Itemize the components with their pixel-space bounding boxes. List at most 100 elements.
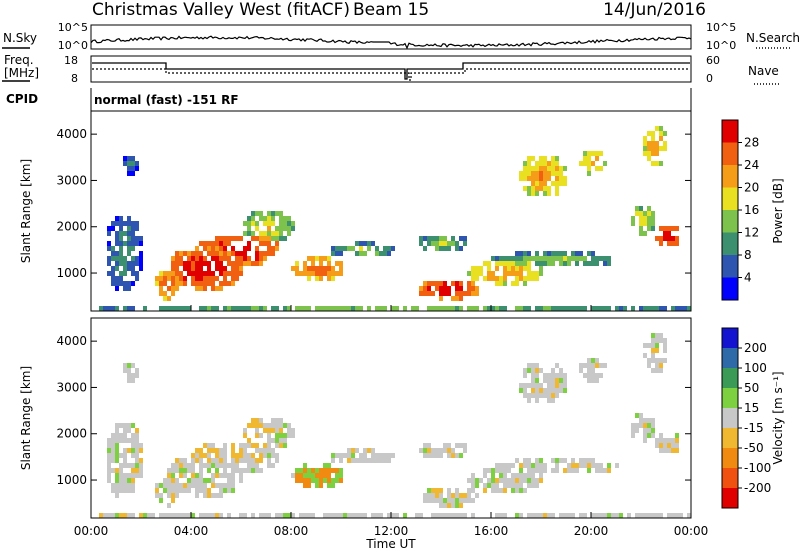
heatmap-cell: [659, 513, 663, 518]
heatmap-cell: [207, 246, 211, 251]
heatmap-cell: [423, 453, 427, 458]
heatmap-cell: [427, 448, 431, 453]
heatmap-cell: [595, 256, 599, 261]
heatmap-cell: [527, 478, 531, 483]
heatmap-cell: [451, 498, 455, 503]
heatmap-cell: [255, 418, 259, 423]
heatmap-cell: [423, 443, 427, 448]
heatmap-cell: [367, 448, 371, 453]
heatmap-cell: [159, 281, 163, 286]
heatmap-cell: [643, 418, 647, 423]
heatmap-cell: [367, 458, 371, 463]
heatmap-cell: [131, 438, 135, 443]
heatmap-cell: [139, 236, 143, 241]
heatmap-cell: [659, 438, 663, 443]
heatmap-cell: [419, 513, 423, 518]
heatmap-cell: [187, 483, 191, 488]
heatmap-cell: [115, 236, 119, 241]
heatmap-cell: [123, 156, 127, 161]
heatmap-cell: [363, 241, 367, 246]
heatmap-cell: [295, 261, 299, 266]
heatmap-cell: [247, 306, 251, 311]
heatmap-cell: [127, 281, 131, 286]
heatmap-cell: [287, 306, 291, 311]
heatmap-cell: [467, 286, 471, 291]
heatmap-cell: [127, 463, 131, 468]
heatmap-cell: [527, 186, 531, 191]
heatmap-cell: [419, 286, 423, 291]
heatmap-cell: [659, 126, 663, 131]
heatmap-cell: [527, 276, 531, 281]
heatmap-cell: [535, 256, 539, 261]
heatmap-cell: [163, 291, 167, 296]
heatmap-cell: [171, 473, 175, 478]
heatmap-cell: [131, 478, 135, 483]
heatmap-cell: [155, 276, 159, 281]
colorbar-segment: [722, 232, 738, 255]
heatmap-cell: [591, 463, 595, 468]
heatmap-cell: [487, 468, 491, 473]
heatmap-cell: [207, 458, 211, 463]
heatmap-cell: [347, 448, 351, 453]
heatmap-cell: [435, 241, 439, 246]
heatmap-cell: [219, 453, 223, 458]
heatmap-cell: [531, 468, 535, 473]
heatmap-cell: [215, 246, 219, 251]
heatmap-cell: [203, 256, 207, 261]
heatmap-cell: [395, 306, 399, 311]
heatmap-cell: [111, 266, 115, 271]
heatmap-cell: [267, 443, 271, 448]
heatmap-cell: [123, 513, 127, 518]
heatmap-cell: [431, 281, 435, 286]
heatmap-cell: [439, 498, 443, 503]
heatmap-cell: [451, 513, 455, 518]
heatmap-cell: [187, 271, 191, 276]
heatmap-cell: [647, 221, 651, 226]
heatmap-cell: [547, 398, 551, 403]
heatmap-cell: [223, 281, 227, 286]
heatmap-cell: [599, 256, 603, 261]
heatmap-cell: [651, 433, 655, 438]
heatmap-cell: [675, 433, 679, 438]
heatmap-cell: [179, 513, 183, 518]
heatmap-cell: [291, 428, 295, 433]
heatmap-cell: [543, 373, 547, 378]
heatmap-cell: [671, 306, 675, 311]
heatmap-cell: [431, 306, 435, 311]
heatmap-cell: [123, 161, 127, 166]
heatmap-cell: [603, 256, 607, 261]
heatmap-cell: [283, 306, 287, 311]
heatmap-cell: [439, 306, 443, 311]
heatmap-cell: [219, 251, 223, 256]
heatmap-cell: [231, 468, 235, 473]
heatmap-cell: [671, 236, 675, 241]
heatmap-cell: [499, 281, 503, 286]
heatmap-cell: [319, 478, 323, 483]
heatmap-cell: [107, 443, 111, 448]
heatmap-cell: [215, 468, 219, 473]
heatmap-cell: [247, 443, 251, 448]
heatmap-cell: [223, 473, 227, 478]
heatmap-cell: [647, 141, 651, 146]
heatmap-cell: [199, 483, 203, 488]
heatmap-cell: [499, 473, 503, 478]
heatmap-cell: [223, 306, 227, 311]
heatmap-cell: [255, 443, 259, 448]
heatmap-cell: [451, 306, 455, 311]
heatmap-cell: [303, 473, 307, 478]
heatmap-cell: [519, 176, 523, 181]
heatmap-cell: [171, 261, 175, 266]
heatmap-cell: [191, 276, 195, 281]
heatmap-cell: [195, 251, 199, 256]
heatmap-cell: [499, 256, 503, 261]
heatmap-cell: [263, 453, 267, 458]
heatmap-cell: [639, 423, 643, 428]
heatmap-cell: [323, 468, 327, 473]
heatmap-cell: [171, 463, 175, 468]
heatmap-cell: [555, 378, 559, 383]
heatmap-cell: [647, 418, 651, 423]
heatmap-cell: [123, 286, 127, 291]
heatmap-cell: [119, 473, 123, 478]
heatmap-cell: [339, 513, 343, 518]
heatmap-cell: [283, 236, 287, 241]
